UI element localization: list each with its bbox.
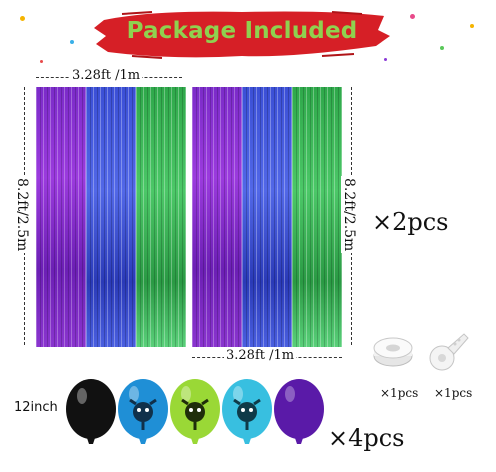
brush-stroke-background bbox=[94, 11, 390, 59]
height-label-right: 8.2ft/2.5m bbox=[341, 176, 357, 254]
purple-strip bbox=[192, 87, 242, 347]
balloon-size-label: 12inch bbox=[14, 400, 58, 415]
green-strip bbox=[292, 87, 342, 347]
page-title: Package Included bbox=[126, 18, 358, 44]
blue-strip bbox=[242, 87, 292, 347]
width-label-bottom: 3.28ft /1m bbox=[224, 348, 297, 363]
height-label-left: 8.2ft/2.5m bbox=[14, 176, 30, 254]
width-label-top: 3.28ft /1m bbox=[70, 68, 143, 83]
purple-strip bbox=[36, 87, 86, 347]
dot-strip-quantity: ×1pcs bbox=[434, 386, 473, 400]
ribbon-quantity: ×1pcs bbox=[380, 386, 419, 400]
glue-dot-strip-icon bbox=[426, 330, 470, 374]
curtain-quantity: ×2pcs bbox=[372, 208, 449, 236]
balloon-purple bbox=[272, 376, 326, 456]
green-strip bbox=[136, 87, 186, 347]
title-banner: Package Included bbox=[92, 6, 392, 62]
balloon-black bbox=[64, 376, 118, 456]
balloon-green-printed bbox=[168, 376, 222, 456]
foil-curtain-right bbox=[192, 87, 342, 347]
ribbon-roll-icon bbox=[372, 334, 414, 370]
balloon-blue-printed bbox=[116, 376, 170, 456]
balloon-quantity: ×4pcs bbox=[328, 424, 405, 452]
balloon-light-blue-printed bbox=[220, 376, 274, 456]
foil-curtain-left bbox=[36, 87, 186, 347]
blue-strip bbox=[86, 87, 136, 347]
